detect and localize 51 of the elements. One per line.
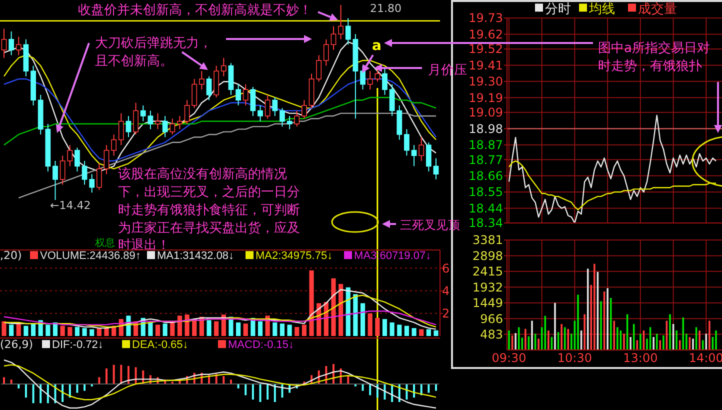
legend-label: DIF:-0.72↓: [52, 339, 104, 351]
y-tick-label: 18.55: [468, 185, 503, 200]
y-tick-label: 19.09: [468, 106, 503, 120]
annotation: ,20): [0, 249, 22, 262]
legend-label: MACD:-0.15↓: [228, 339, 294, 351]
y-tick-label: 3381: [472, 233, 503, 248]
y-tick-label: 2898: [472, 248, 503, 263]
x-tick-label: 13:00: [623, 351, 658, 365]
legend-label: 均线: [588, 2, 615, 17]
y-tick-label: 1932: [472, 280, 503, 294]
annotation: a: [372, 38, 382, 54]
y-tick-label: 18.87: [468, 138, 503, 152]
y-tick-label: 18.44: [468, 201, 503, 216]
text: 为庄家正在寻找买盘出货，应及: [118, 220, 300, 236]
text: 时走势有饿狼扑食特征，可判断: [118, 203, 300, 218]
y-tick-label: 1449: [472, 296, 503, 310]
y-tick-label: 966: [480, 312, 503, 326]
y-tick-label: 483: [480, 327, 503, 342]
annotation: 时走势，有饿狼扑: [598, 59, 702, 74]
y-tick-label: 18.34: [468, 216, 503, 230]
y-tick-label: 19.52: [468, 42, 503, 56]
y-tick-label: 19.73: [468, 11, 503, 26]
annotation: 图中a所指交易日对: [598, 40, 710, 56]
legend-label: MA1:31432.08↓: [157, 250, 234, 262]
x-tick-label: 10:30: [557, 351, 592, 365]
text: (26,9): [0, 338, 34, 351]
annotation: 下，出现三死叉，之后的一日分: [118, 185, 300, 200]
annotation: 大刀砍后弹跳无力，: [95, 36, 212, 51]
annotation: 收盘价并未创新高，不创新高就是不妙！: [78, 2, 312, 18]
legend-label: VOLUME:24436.89↑: [40, 250, 141, 262]
legend-label: 成交量: [638, 1, 677, 17]
y-tick-label: 18.77: [468, 152, 503, 167]
y-tick-label: 18.66: [468, 169, 503, 184]
annotation: ←14.42: [50, 199, 91, 212]
annotation: 21.80: [370, 2, 402, 15]
y-tick-label: 19.62: [468, 27, 503, 42]
y-tick-label: 18.98: [468, 122, 503, 136]
legend-label: MA2:34975.75↓: [256, 250, 333, 262]
y-tick-label: 2: [442, 306, 450, 321]
x-tick-label: 09:30: [492, 351, 526, 365]
y-tick-label: 2415: [472, 264, 503, 279]
y-tick-label: 19.30: [468, 74, 503, 89]
annotation: 该股在高位没有创新高的情况: [118, 166, 287, 182]
text: 权息: [94, 237, 115, 249]
y-tick-label: 6: [442, 261, 450, 276]
y-tick-label: 19.41: [468, 58, 503, 72]
annotation: 且不创新高。: [95, 53, 173, 69]
legend-label: DEA:-0.65↓: [132, 339, 188, 351]
y-tick-label: 4: [442, 284, 450, 298]
y-tick-label: 19.19: [468, 90, 503, 105]
legend-label: 分时: [545, 2, 571, 17]
